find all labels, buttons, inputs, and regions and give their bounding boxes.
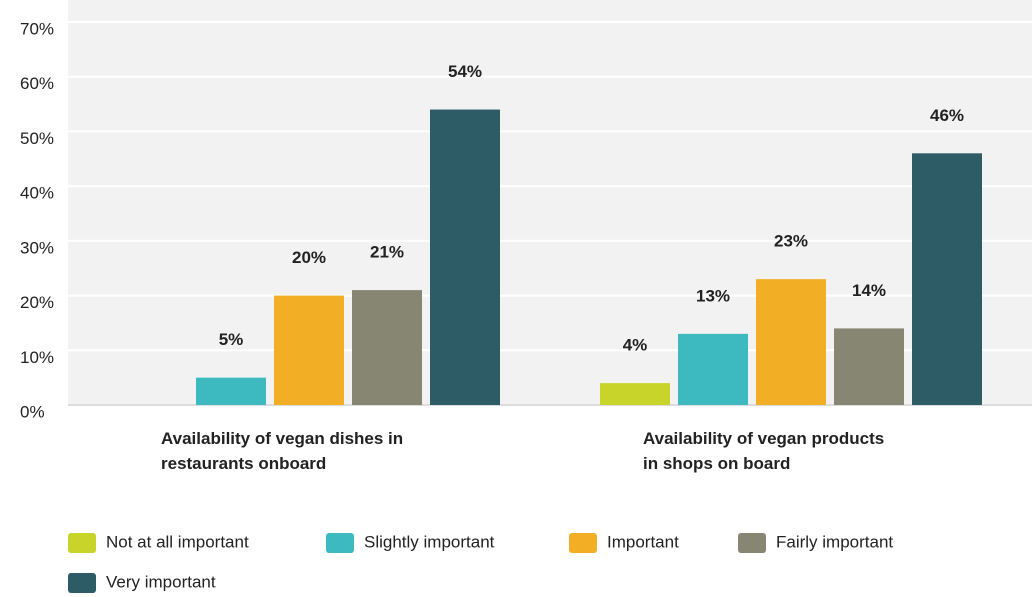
bar: [912, 153, 982, 405]
value-label: 20%: [292, 248, 326, 267]
legend-swatch: [738, 533, 766, 553]
value-label: 13%: [696, 286, 730, 305]
value-label: 54%: [448, 62, 482, 81]
y-tick-label: 60%: [20, 74, 54, 93]
y-tick-label: 40%: [20, 184, 54, 203]
legend-swatch: [68, 533, 96, 553]
legend-label: Fairly important: [776, 532, 893, 551]
y-tick-label: 10%: [20, 348, 54, 367]
x-tick-label: Availability of vegan products in shops o…: [643, 429, 884, 473]
y-tick-label: 30%: [20, 238, 54, 257]
y-tick-label: 20%: [20, 293, 54, 312]
bar: [678, 333, 748, 405]
value-label: 23%: [774, 232, 808, 251]
value-label: 46%: [930, 106, 964, 125]
legend-swatch: [569, 533, 597, 553]
value-label: 14%: [852, 281, 886, 300]
value-label: 5%: [219, 330, 244, 349]
legend-label: Not at all important: [106, 532, 249, 551]
bar: [834, 328, 904, 405]
legend-swatch: [68, 573, 96, 593]
bar: [600, 383, 670, 405]
y-tick-label: 70%: [20, 19, 54, 38]
legend-label: Slightly important: [364, 532, 495, 551]
value-label: 21%: [370, 243, 404, 262]
bar: [352, 290, 422, 405]
y-tick-label: 50%: [20, 129, 54, 148]
bar: [196, 377, 266, 405]
bar: [756, 279, 826, 405]
y-tick-label: 0%: [20, 402, 45, 421]
x-tick-label: Availability of vegan dishes in restauran…: [161, 429, 403, 473]
value-label: 4%: [623, 336, 648, 355]
legend-label: Important: [607, 532, 679, 551]
legend-label: Very important: [106, 572, 216, 591]
bar: [430, 109, 500, 406]
legend-swatch: [326, 533, 354, 553]
bar: [274, 295, 344, 405]
